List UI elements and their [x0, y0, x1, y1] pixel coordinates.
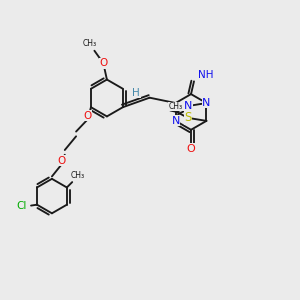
Text: O: O [83, 110, 92, 121]
Text: Cl: Cl [16, 201, 27, 211]
Text: N: N [171, 116, 180, 126]
Text: O: O [186, 143, 195, 154]
Text: N: N [184, 101, 192, 111]
Text: H: H [132, 88, 140, 98]
Text: O: O [57, 156, 65, 166]
Text: CH₃: CH₃ [169, 102, 183, 111]
Text: S: S [184, 111, 192, 124]
Text: CH₃: CH₃ [70, 171, 85, 180]
Text: NH: NH [198, 70, 213, 80]
Text: O: O [99, 58, 107, 68]
Text: N: N [202, 98, 211, 108]
Text: CH₃: CH₃ [83, 39, 97, 48]
